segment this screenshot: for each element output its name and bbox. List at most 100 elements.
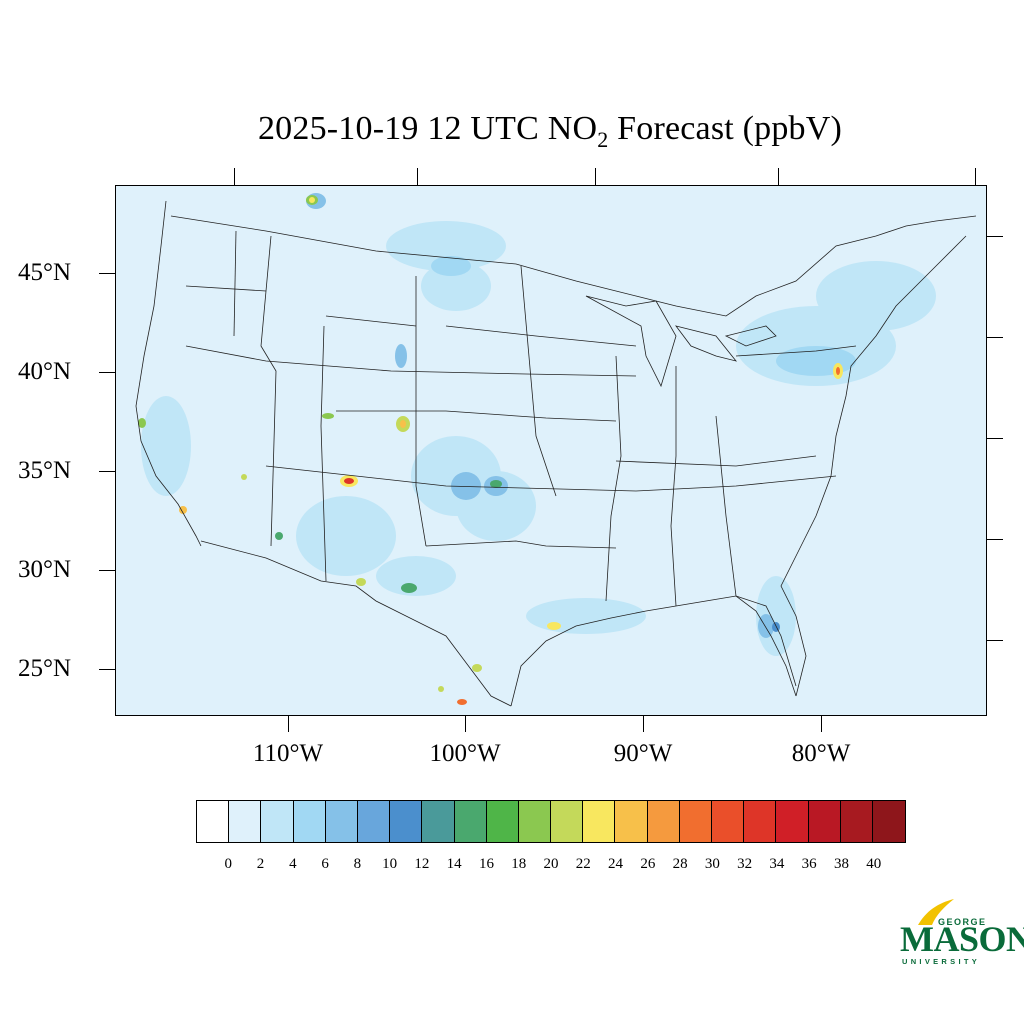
hotspot <box>179 506 187 514</box>
lat-label-30: 30°N <box>18 556 72 583</box>
left-tick <box>99 471 115 472</box>
hotspot <box>356 578 366 586</box>
colorbar-swatch <box>518 801 552 842</box>
colorbar-label: 0 <box>224 856 233 872</box>
hotspot <box>457 699 467 705</box>
bottom-tick <box>821 716 822 732</box>
title-prefix: 2025-10-19 12 UTC NO <box>257 110 598 147</box>
logo-flame-icon <box>918 899 954 925</box>
lat-label-35: 35°N <box>18 457 72 484</box>
hotspot <box>241 474 247 480</box>
colorbar-swatch <box>872 801 906 842</box>
state-line <box>605 355 622 602</box>
boundaries <box>135 200 977 707</box>
colorbar-swatch <box>197 801 230 842</box>
hotspot <box>275 532 283 540</box>
colorbar-swatch <box>615 801 648 842</box>
colorbar-swatch <box>229 801 262 842</box>
colorbar-label: 10 <box>382 856 398 872</box>
colorbar-label: 2 <box>256 856 265 872</box>
top-tick <box>417 168 418 185</box>
us-map <box>116 186 986 715</box>
hotspot <box>836 367 840 375</box>
state-line <box>520 265 557 497</box>
state-line <box>185 285 267 292</box>
colorbar-label: 22 <box>575 856 591 872</box>
bottom-tick <box>643 716 644 732</box>
colorbar-swatch <box>679 801 712 842</box>
west-coast <box>135 200 202 547</box>
hotspot <box>547 622 561 630</box>
colorbar-label: 12 <box>414 856 430 872</box>
state-line <box>336 410 617 422</box>
colorbar-label: 32 <box>737 856 753 872</box>
east-coast <box>780 235 967 697</box>
state-line <box>185 345 637 377</box>
plume-region <box>526 598 646 634</box>
lake <box>724 325 777 347</box>
state-line <box>445 325 637 347</box>
colorbar-label: 4 <box>289 856 297 872</box>
state-line <box>670 366 677 607</box>
plume-region <box>758 614 774 638</box>
map-title: 2025-10-19 12 UTC NO2 Forecast (ppbV) <box>0 110 1024 151</box>
state-line <box>735 345 857 357</box>
lon-label-100: 100°W <box>429 740 501 767</box>
right-tick <box>987 539 1003 540</box>
mexico-border <box>200 540 512 707</box>
colorbar <box>196 800 906 843</box>
lon-label-80: 80°W <box>791 740 851 767</box>
plume-region <box>776 346 856 376</box>
bottom-tick <box>465 716 466 732</box>
top-tick <box>595 168 596 185</box>
top-tick <box>234 168 235 185</box>
lat-label-40: 40°N <box>18 358 72 385</box>
hotspot <box>438 686 444 692</box>
plume-region <box>376 556 456 596</box>
left-tick <box>99 570 115 571</box>
hotspot <box>322 413 334 419</box>
plume-region <box>141 396 191 496</box>
colorbar-label: 38 <box>833 856 849 872</box>
colorbar-label: 16 <box>478 856 494 872</box>
lon-label-90: 90°W <box>613 740 673 767</box>
colorbar-label: 26 <box>640 856 656 872</box>
state-line <box>715 415 737 597</box>
logo-mason-text: MASON <box>900 919 1024 959</box>
top-tick <box>778 168 779 185</box>
lake <box>585 295 677 388</box>
left-tick <box>99 372 115 373</box>
left-tick <box>99 273 115 274</box>
plume-region <box>451 472 481 500</box>
colorbar-swatch <box>840 801 873 842</box>
colorbar-swatch <box>647 801 680 842</box>
colorbar-label: 36 <box>801 856 817 872</box>
lat-label-25: 25°N <box>18 655 72 682</box>
colorbar-label: 40 <box>866 856 882 872</box>
colorbar-label: 6 <box>321 856 329 872</box>
state-line <box>325 315 417 327</box>
right-tick <box>987 236 1003 237</box>
title-subscript: 2 <box>597 127 609 152</box>
state-line <box>233 230 237 337</box>
hotspot <box>400 420 406 428</box>
colorbar-swatch <box>808 801 841 842</box>
right-tick <box>987 438 1003 439</box>
hotspot <box>344 478 354 484</box>
colorbar-label: 14 <box>446 856 462 872</box>
state-line <box>320 325 327 582</box>
right-tick <box>987 337 1003 338</box>
colorbar-swatch <box>744 801 777 842</box>
plume-region <box>395 344 407 368</box>
canada-border <box>170 215 977 317</box>
colorbar-swatch <box>261 801 294 842</box>
colorbar-swatch <box>390 801 423 842</box>
colorbar-swatch <box>422 801 455 842</box>
colorbar-swatch <box>486 801 519 842</box>
lake <box>675 325 738 362</box>
hotspot <box>490 480 502 488</box>
hotspot <box>401 583 417 593</box>
colorbar-label: 8 <box>353 856 362 872</box>
colorbar-label: 20 <box>543 856 559 872</box>
lon-label-110: 110°W <box>252 740 324 767</box>
